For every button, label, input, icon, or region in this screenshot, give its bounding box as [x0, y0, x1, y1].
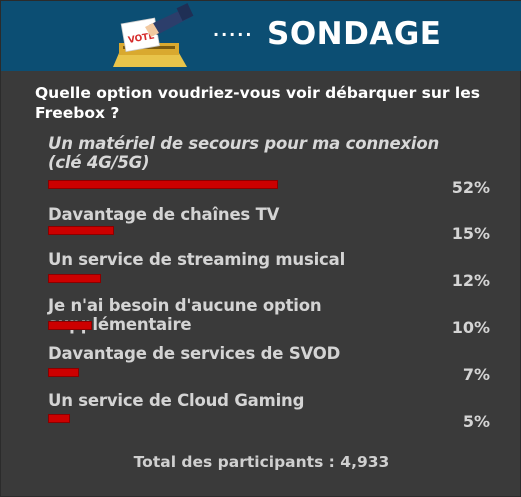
- vote-sign-text: VOTE: [127, 31, 155, 45]
- option-label: Je n'ai besoin d'aucune option supplémen…: [48, 296, 322, 334]
- option-label: Davantage de services de SVOD: [48, 344, 341, 363]
- poll-title: SONDAGE: [267, 16, 442, 52]
- poll-option[interactable]: Un service de Cloud Gaming 5%: [48, 391, 498, 431]
- option-label: Un service de Cloud Gaming: [48, 391, 305, 410]
- result-percent: 52%: [451, 178, 490, 197]
- poll-option[interactable]: Je n'ai besoin d'aucune option supplémen…: [48, 296, 498, 337]
- option-label: Un matériel de secours pour ma connexion…: [48, 134, 440, 172]
- option-label: Davantage de chaînes TV: [48, 205, 280, 224]
- result-percent: 5%: [462, 412, 490, 431]
- result-percent: 15%: [451, 224, 490, 243]
- result-bar: [48, 414, 70, 423]
- result-percent: 7%: [462, 365, 490, 384]
- poll-header: VOTE ····· SONDAGE: [1, 1, 521, 71]
- poll-option[interactable]: Un service de streaming musical 12%: [48, 250, 498, 290]
- result-bar: [48, 321, 92, 330]
- result-percent: 10%: [451, 318, 490, 337]
- result-bar: [48, 274, 101, 283]
- result-bar: [48, 226, 114, 235]
- result-percent: 12%: [451, 271, 490, 290]
- result-bar: [48, 180, 278, 189]
- poll-option[interactable]: Davantage de chaînes TV 15%: [48, 205, 498, 243]
- poll-option[interactable]: Un matériel de secours pour ma connexion…: [48, 134, 498, 197]
- header-dots: ·····: [213, 25, 254, 44]
- poll-option[interactable]: Davantage de services de SVOD 7%: [48, 344, 498, 384]
- option-label: Un service de streaming musical: [48, 250, 346, 269]
- total-participants: Total des participants : 4,933: [133, 453, 390, 471]
- ballot-box-icon: VOTE: [113, 3, 194, 67]
- result-bar: [48, 368, 79, 377]
- poll-question: Quelle option voudriez-vous voir débarqu…: [35, 84, 480, 122]
